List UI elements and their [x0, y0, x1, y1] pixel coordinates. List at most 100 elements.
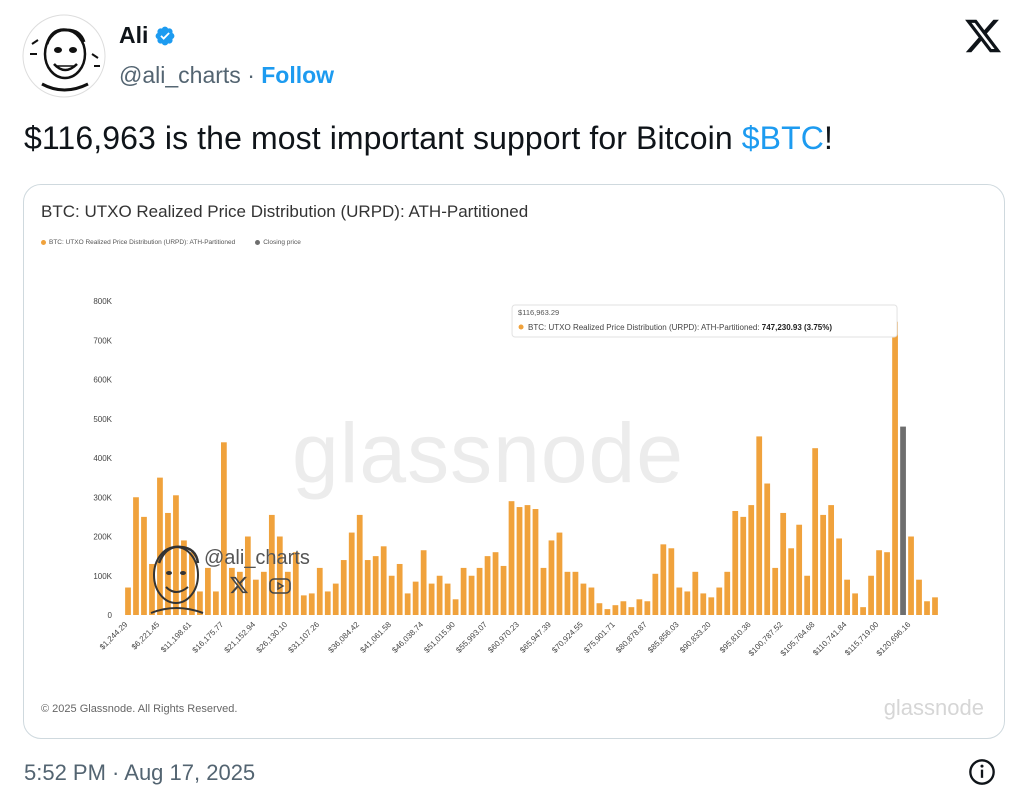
urpd-bar[interactable] — [173, 495, 179, 615]
urpd-bar[interactable] — [716, 587, 723, 615]
urpd-bar[interactable] — [732, 510, 739, 615]
urpd-bar[interactable] — [692, 571, 699, 615]
urpd-bar[interactable] — [812, 448, 819, 615]
urpd-bar[interactable] — [157, 477, 163, 615]
urpd-bar[interactable] — [181, 540, 187, 615]
urpd-bar[interactable] — [556, 532, 563, 615]
urpd-bar[interactable] — [316, 567, 323, 615]
urpd-bar[interactable] — [820, 514, 827, 615]
urpd-bar[interactable] — [141, 516, 147, 615]
urpd-bar[interactable] — [125, 587, 131, 615]
follow-button[interactable]: Follow — [261, 62, 335, 88]
urpd-bar[interactable] — [492, 552, 499, 615]
author-name[interactable]: Ali — [119, 22, 149, 48]
urpd-bar[interactable] — [628, 607, 635, 615]
urpd-bar[interactable] — [348, 532, 355, 615]
urpd-bar[interactable] — [428, 583, 435, 615]
urpd-bar[interactable] — [213, 591, 219, 615]
urpd-bar[interactable] — [604, 609, 611, 615]
urpd-bar[interactable] — [484, 556, 491, 615]
urpd-bar[interactable] — [532, 509, 539, 615]
urpd-bar[interactable] — [700, 593, 707, 615]
urpd-bar[interactable] — [205, 567, 211, 615]
urpd-bar[interactable] — [476, 567, 483, 615]
urpd-bar[interactable] — [292, 552, 299, 615]
urpd-bar[interactable] — [876, 550, 882, 615]
urpd-bar[interactable] — [668, 548, 675, 615]
urpd-bar[interactable] — [324, 591, 331, 615]
urpd-bar[interactable] — [436, 575, 443, 615]
author-handle[interactable]: @ali_charts — [119, 62, 241, 88]
urpd-bar[interactable] — [276, 536, 283, 616]
urpd-bar[interactable] — [596, 603, 603, 615]
urpd-bar[interactable] — [908, 536, 914, 616]
urpd-bar[interactable] — [444, 583, 451, 615]
urpd-bar[interactable] — [724, 571, 731, 615]
info-icon[interactable] — [968, 758, 996, 786]
avatar[interactable] — [22, 14, 106, 98]
urpd-bar[interactable] — [372, 556, 379, 615]
urpd-bar[interactable] — [356, 514, 363, 615]
urpd-bar[interactable] — [580, 583, 587, 615]
urpd-bar[interactable] — [540, 567, 547, 615]
urpd-bar[interactable] — [860, 607, 866, 615]
urpd-bar[interactable] — [404, 593, 411, 615]
urpd-bar[interactable] — [300, 595, 307, 615]
urpd-bar[interactable] — [684, 591, 691, 615]
urpd-bar[interactable] — [260, 571, 267, 615]
urpd-bar[interactable] — [332, 583, 339, 615]
urpd-bar[interactable] — [564, 571, 571, 615]
urpd-bar[interactable] — [452, 599, 459, 615]
urpd-bar[interactable] — [197, 591, 203, 615]
urpd-bar[interactable] — [165, 512, 171, 615]
urpd-bar[interactable] — [804, 575, 811, 615]
media-card[interactable]: BTC: UTXO Realized Price Distribution (U… — [23, 184, 1005, 739]
urpd-bar[interactable] — [149, 563, 155, 615]
x-logo-icon[interactable] — [963, 16, 1003, 56]
cashtag-link[interactable]: $BTC — [741, 120, 824, 156]
urpd-bar[interactable] — [852, 593, 858, 615]
urpd-bar[interactable] — [572, 571, 579, 615]
urpd-bar[interactable] — [844, 579, 850, 615]
urpd-bar[interactable] — [836, 538, 842, 615]
urpd-bar[interactable] — [588, 587, 595, 615]
urpd-bar[interactable] — [524, 505, 531, 615]
urpd-bar[interactable] — [780, 512, 787, 615]
urpd-bar[interactable] — [420, 550, 427, 615]
urpd-bar[interactable] — [380, 546, 387, 615]
urpd-bar[interactable] — [388, 575, 395, 615]
urpd-bar[interactable] — [244, 536, 251, 616]
urpd-bar[interactable] — [676, 587, 683, 615]
urpd-bar[interactable] — [340, 560, 347, 615]
urpd-bar[interactable] — [796, 524, 803, 615]
urpd-bar[interactable] — [932, 597, 938, 615]
urpd-bar[interactable] — [620, 601, 627, 615]
urpd-bar[interactable] — [396, 563, 403, 615]
urpd-bar[interactable] — [772, 567, 779, 615]
urpd-bar[interactable] — [924, 601, 930, 615]
urpd-bar[interactable] — [460, 567, 467, 615]
urpd-bar[interactable] — [252, 579, 259, 615]
urpd-bar[interactable] — [268, 514, 275, 615]
urpd-bar[interactable] — [740, 516, 747, 615]
urpd-bar[interactable] — [748, 505, 755, 615]
urpd-bar[interactable] — [764, 483, 771, 615]
urpd-bar[interactable] — [236, 571, 243, 615]
urpd-bar[interactable] — [708, 597, 715, 615]
urpd-bar[interactable] — [884, 552, 890, 615]
urpd-bar[interactable] — [652, 573, 659, 615]
urpd-bar[interactable] — [612, 605, 619, 615]
urpd-bar[interactable] — [500, 565, 507, 615]
timestamp[interactable]: 5:52 PM · Aug 17, 2025 — [24, 760, 256, 785]
urpd-bar[interactable] — [308, 593, 315, 615]
urpd-bar[interactable] — [516, 507, 523, 615]
urpd-bar[interactable] — [892, 321, 898, 615]
urpd-bar[interactable] — [644, 601, 651, 615]
urpd-bar[interactable] — [364, 560, 371, 615]
urpd-bar[interactable] — [468, 575, 475, 615]
urpd-bar[interactable] — [508, 501, 515, 615]
urpd-bar[interactable] — [756, 436, 763, 615]
urpd-bar[interactable] — [221, 442, 227, 615]
urpd-bar[interactable] — [916, 579, 922, 615]
closing-price-bar[interactable] — [900, 426, 906, 615]
